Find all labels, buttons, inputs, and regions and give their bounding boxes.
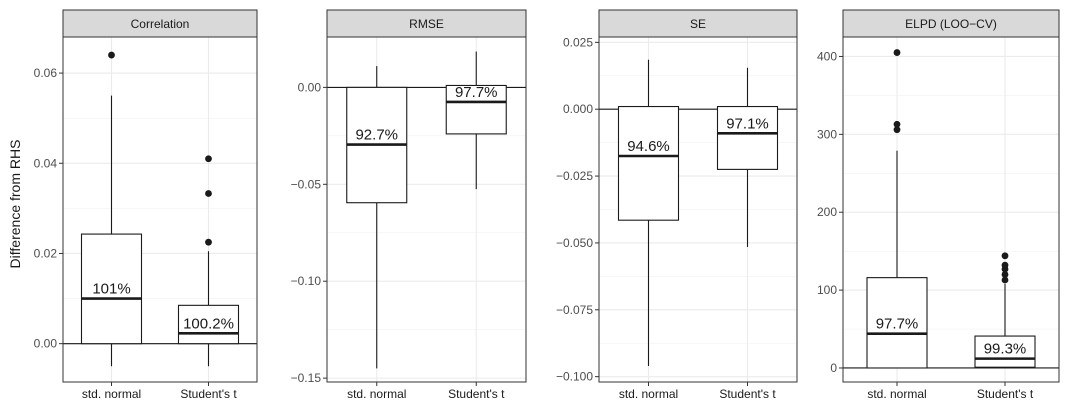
percentage-label: 94.6% [627,138,670,155]
y-tick-label: −0.15 [291,371,322,385]
outlier-point [1001,261,1009,269]
strip-header [326,9,527,38]
y-tick-label: −0.05 [291,177,322,191]
boxplot: 94.6% [617,59,680,366]
outlier-point [1001,271,1009,278]
panel-2: SE 0.025 0.000 −0.025 −0.050 −0.075 −0.100 94.6… [556,9,798,401]
y-tick-label: 300 [817,127,837,141]
y-tick-label: −0.10 [291,274,322,288]
strip-header [842,9,1060,38]
iqr-box [617,105,680,221]
x-tick-label: Student's t [977,387,1034,401]
iqr-box [974,335,1036,368]
percentage-label: 92.7% [355,127,398,144]
panels: Correlation 0.00 0.02 0.04 0.06 101% 100.2% std… [34,9,1060,401]
x-tick-label: Student's t [719,387,776,401]
boxplot: 97.7% [445,51,507,190]
panel-1: RMSE 0.00 −0.05 −0.10 −0.15 92.7% 97.7% std. no… [291,9,527,401]
percentage-label: 97.1% [726,115,769,132]
boxplot: 101% [80,51,143,367]
strip-header [598,9,798,38]
boxplot: 99.3% [974,252,1036,368]
outlier-point [205,238,212,246]
x-tick-label: std. normal [82,387,141,401]
percentage-label: 99.3% [984,341,1027,358]
boxplot: 92.7% [346,66,408,369]
strip-title: SE [690,17,706,31]
panel-0: Correlation 0.00 0.02 0.04 0.06 101% 100.2% std… [34,9,258,401]
percentage-label: 97.7% [876,316,919,333]
y-tick-label: 0.025 [563,35,593,49]
y-tick-label: 0.00 [298,80,322,94]
panel-3: ELPD (LOO−CV) 0 100 200 300 400 97.7% 99.3% std.… [817,9,1060,401]
x-tick-label: std. normal [347,387,406,401]
iqr-box [80,233,143,345]
y-tick-label: −0.075 [556,303,593,317]
outlier-point [893,126,901,134]
y-tick-label: 0.000 [563,102,593,116]
panel-border [598,36,798,383]
percentage-label: 97.7% [455,84,498,101]
outlier-point [893,49,901,56]
y-tick-label: 0.00 [34,337,58,351]
outlier-point [893,120,901,128]
y-tick-label: −0.025 [556,169,593,183]
y-tick-label: 0.02 [34,246,58,260]
boxplot: 100.2% [177,155,240,367]
outlier-point [108,51,115,59]
outlier-point [205,190,212,197]
y-tick-label: 100 [817,283,837,297]
outlier-point [1001,252,1009,260]
panel-border [62,36,258,383]
x-tick-label: std. normal [619,387,678,401]
y-tick-label: 0.04 [34,156,58,170]
strip-title: ELPD (LOO−CV) [905,17,997,31]
panel-border [326,36,527,383]
x-tick-label: std. normal [867,387,926,401]
y-tick-label: 0 [830,361,837,375]
panel-border [842,36,1060,383]
y-tick-label: 0.06 [34,66,58,80]
boxplot: 97.7% [866,49,928,369]
y-axis-title: Difference from RHS [7,140,23,269]
iqr-box [177,304,240,345]
x-tick-label: Student's t [448,387,505,401]
percentage-label: 101% [92,281,130,298]
y-tick-label: −0.050 [556,236,593,250]
y-tick-label: 400 [817,49,837,63]
strip-title: RMSE [409,17,444,31]
iqr-box [716,105,779,170]
y-tick-label: 200 [817,205,837,219]
strip-header [62,9,258,38]
outlier-point [1001,276,1009,284]
outlier-point [205,155,212,163]
x-tick-label: Student's t [180,387,237,401]
y-tick-label: −0.100 [556,370,593,384]
iqr-box [445,84,507,135]
strip-title: Correlation [131,17,190,31]
iqr-box [866,277,928,369]
boxplot: 97.1% [716,67,779,247]
percentage-label: 100.2% [183,315,234,332]
